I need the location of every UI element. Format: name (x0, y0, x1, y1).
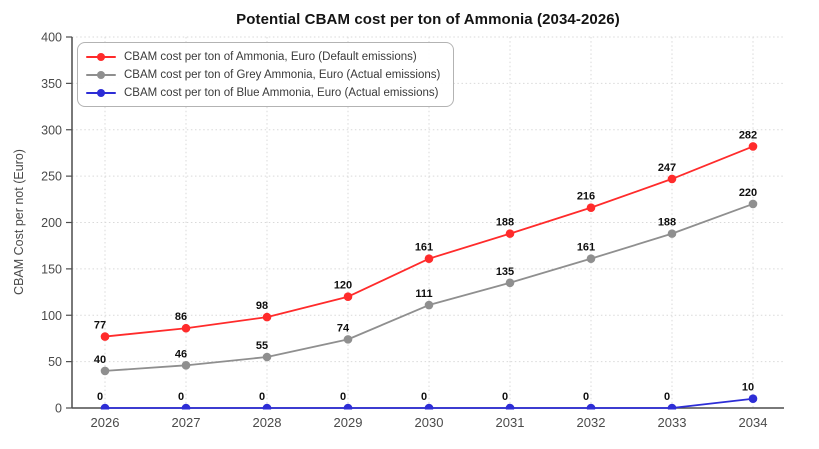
data-point (100, 366, 110, 376)
data-point (667, 174, 677, 184)
data-point (343, 403, 353, 410)
data-point (748, 142, 758, 151)
data-point (181, 361, 191, 370)
data-label: 55 (256, 340, 268, 352)
x-tick-label: 2034 (739, 415, 768, 430)
data-point (586, 403, 596, 410)
data-label: 216 (577, 191, 595, 203)
data-label: 188 (658, 217, 676, 229)
y-tick-label: 150 (41, 262, 62, 276)
data-point (748, 394, 758, 404)
data-point (100, 332, 110, 341)
data-label: 0 (664, 391, 670, 403)
y-tick-label: 300 (41, 123, 62, 137)
legend-item-blue-ammonia-actual: CBAM cost per ton of Blue Ammonia, Euro … (86, 84, 440, 101)
legend: CBAM cost per ton of Ammonia, Euro (Defa… (77, 42, 455, 107)
data-point (424, 254, 434, 263)
x-tick-label: 2032 (577, 415, 606, 430)
data-point (505, 403, 515, 410)
data-label: 161 (577, 242, 595, 254)
data-label: 0 (340, 391, 346, 403)
x-tick-label: 2033 (658, 415, 687, 430)
data-point (586, 203, 596, 212)
legend-marker-blue-line-dot-icon (86, 88, 116, 98)
data-label: 0 (583, 391, 589, 403)
data-label: 0 (502, 391, 508, 403)
data-label: 161 (415, 242, 433, 254)
data-label: 135 (496, 266, 514, 278)
legend-item-grey-ammonia-actual: CBAM cost per ton of Grey Ammonia, Euro … (86, 66, 440, 83)
data-label: 0 (178, 391, 184, 403)
x-tick-label: 2028 (253, 415, 282, 430)
data-point (343, 292, 353, 302)
data-point (424, 300, 434, 310)
legend-label: CBAM cost per ton of Grey Ammonia, Euro … (124, 68, 441, 81)
data-point (667, 229, 677, 238)
y-tick-label: 350 (41, 77, 62, 91)
data-point (181, 403, 191, 410)
legend-item-ammonia-default: CBAM cost per ton of Ammonia, Euro (Defa… (86, 48, 440, 65)
legend-label: CBAM cost per ton of Blue Ammonia, Euro … (124, 86, 439, 99)
data-label: 86 (175, 311, 187, 323)
legend-marker-grey-line-dot-icon (86, 70, 116, 80)
data-label: 188 (496, 217, 514, 229)
legend-marker-red-line-dot-icon (86, 52, 116, 62)
data-point (262, 403, 272, 410)
data-label: 0 (97, 391, 103, 403)
data-label: 111 (415, 288, 432, 300)
x-tick-label: 2030 (415, 415, 444, 430)
x-tick-label: 2031 (496, 415, 525, 430)
data-point (262, 312, 272, 322)
data-label: 0 (259, 391, 265, 403)
y-tick-label: 200 (41, 216, 62, 230)
data-label: 0 (421, 391, 427, 403)
data-point (667, 403, 677, 410)
y-tick-label: 400 (41, 31, 62, 45)
data-point (100, 403, 110, 410)
data-point (505, 278, 515, 288)
data-label: 98 (256, 300, 268, 312)
data-label: 74 (337, 322, 350, 334)
series-group (100, 142, 758, 410)
data-point (505, 229, 515, 238)
data-point (343, 335, 353, 344)
x-tick-label: 2029 (334, 415, 363, 430)
legend-label: CBAM cost per ton of Ammonia, Euro (Defa… (124, 50, 417, 63)
chart-title: Potential CBAM cost per ton of Ammonia (… (236, 11, 620, 28)
data-point (262, 352, 272, 362)
y-tick-label: 0 (55, 402, 62, 416)
data-point (748, 199, 758, 209)
data-point (424, 403, 434, 410)
x-tick-label: 2026 (91, 415, 120, 430)
data-label: 220 (739, 187, 757, 199)
data-label: 247 (658, 162, 676, 174)
y-tick-label: 250 (41, 170, 62, 184)
data-label: 40 (94, 354, 106, 366)
data-label: 282 (739, 129, 757, 141)
y-tick-label: 100 (41, 309, 62, 323)
y-tick-label: 50 (48, 355, 62, 369)
data-label: 120 (334, 280, 352, 292)
data-point (181, 323, 191, 333)
data-point (586, 254, 596, 263)
data-label: 77 (94, 320, 106, 332)
data-label: 10 (742, 382, 754, 394)
data-label: 46 (175, 348, 187, 360)
x-tick-label: 2027 (172, 415, 201, 430)
